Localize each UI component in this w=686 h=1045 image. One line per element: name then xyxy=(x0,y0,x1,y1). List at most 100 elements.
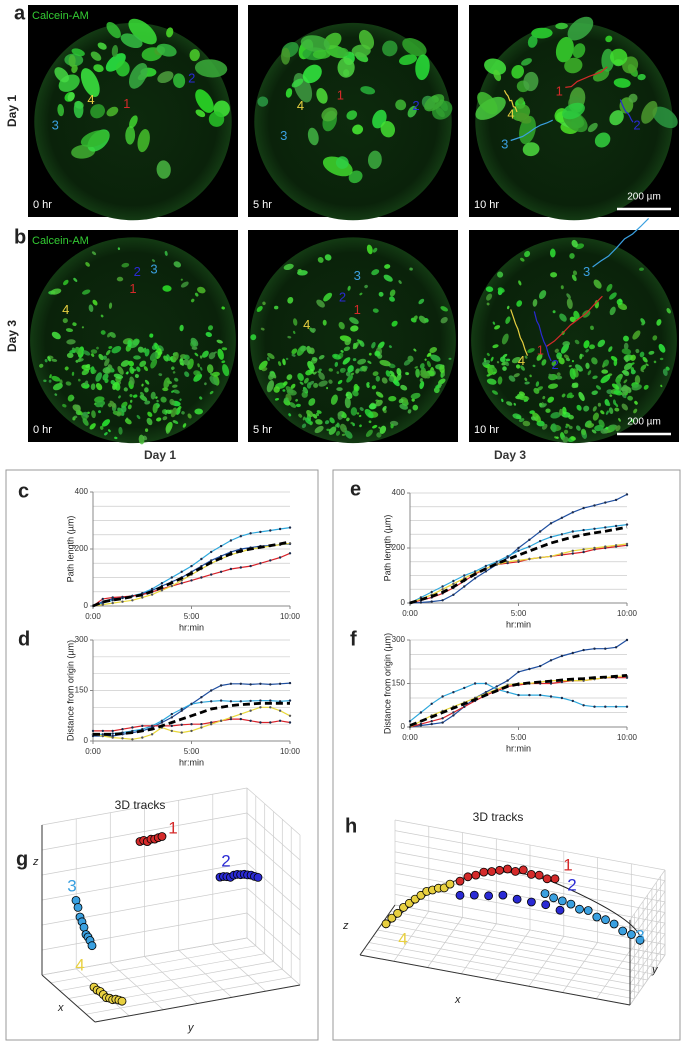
cell xyxy=(102,367,111,374)
data-point xyxy=(593,647,596,650)
track-point xyxy=(511,867,520,876)
data-point xyxy=(101,733,105,736)
cell xyxy=(518,391,526,397)
cell xyxy=(128,63,148,89)
cell xyxy=(551,423,557,433)
cell xyxy=(490,356,494,362)
cell xyxy=(616,298,623,306)
cell xyxy=(317,256,324,263)
cell xyxy=(515,364,521,369)
cell-track xyxy=(510,119,553,142)
data-point xyxy=(111,732,114,735)
cell xyxy=(160,396,167,403)
cell xyxy=(143,366,149,372)
track-point xyxy=(592,912,602,922)
cell xyxy=(501,333,509,345)
cell xyxy=(520,257,525,262)
cell xyxy=(299,381,304,385)
cell xyxy=(497,376,503,385)
cell xyxy=(268,372,275,380)
cell xyxy=(568,425,573,430)
cell xyxy=(149,351,158,361)
cell xyxy=(151,259,156,263)
cell xyxy=(360,86,376,95)
panel-frame xyxy=(5,469,319,1041)
cell xyxy=(206,364,214,374)
data-point xyxy=(288,714,292,717)
data-point xyxy=(539,664,542,668)
plot-box-line xyxy=(381,923,652,975)
plot-box-line xyxy=(246,937,301,986)
cell xyxy=(359,424,362,428)
cell xyxy=(73,415,78,419)
cell xyxy=(344,396,351,409)
cell xyxy=(407,409,412,414)
cell xyxy=(383,274,393,282)
cell xyxy=(67,92,75,102)
cell xyxy=(502,353,508,358)
cell xyxy=(420,369,431,379)
cell xyxy=(609,394,613,397)
data-point xyxy=(614,705,618,708)
cell xyxy=(318,380,328,387)
track-point xyxy=(479,867,489,877)
data-point xyxy=(210,559,213,562)
data-point xyxy=(239,535,242,538)
data-point xyxy=(249,709,252,712)
cell xyxy=(660,384,663,388)
cell xyxy=(578,391,585,402)
cell xyxy=(288,413,292,417)
cell xyxy=(286,374,293,380)
cell xyxy=(328,368,333,372)
cell xyxy=(593,279,602,289)
cell xyxy=(71,371,75,376)
cell xyxy=(204,382,207,386)
cell xyxy=(108,429,111,433)
cell xyxy=(522,420,531,427)
data-point xyxy=(549,535,553,539)
cell xyxy=(162,387,169,392)
x-axis-label: hr:min xyxy=(179,757,204,767)
cell xyxy=(511,356,521,364)
cell xyxy=(267,352,275,360)
cell xyxy=(494,325,501,330)
data-point xyxy=(582,528,585,532)
data-point xyxy=(200,701,203,704)
data-point xyxy=(419,601,423,604)
cell xyxy=(561,393,566,398)
cell xyxy=(144,428,149,432)
cell xyxy=(524,381,530,385)
data-point xyxy=(269,721,272,724)
cell xyxy=(381,377,388,384)
cell xyxy=(170,407,178,418)
track-point xyxy=(79,922,89,932)
cell xyxy=(335,156,349,169)
cell xyxy=(221,306,225,310)
cell xyxy=(502,366,507,371)
cell-track xyxy=(565,66,608,88)
panel-letter: h xyxy=(345,815,357,837)
cell xyxy=(82,411,88,417)
cell xyxy=(486,378,497,385)
plot-box-line xyxy=(377,929,648,981)
cell xyxy=(587,122,598,133)
cell xyxy=(600,374,611,384)
cell xyxy=(571,274,577,282)
axis-label: y xyxy=(187,1022,195,1034)
cell xyxy=(523,71,539,92)
cell xyxy=(287,335,292,339)
cell xyxy=(606,283,613,292)
cell xyxy=(82,289,91,295)
cell xyxy=(84,380,89,386)
cell xyxy=(357,358,367,365)
cell xyxy=(81,383,84,387)
cell xyxy=(413,348,417,352)
cell xyxy=(306,410,314,417)
data-point xyxy=(190,723,193,726)
cell xyxy=(586,423,595,429)
track-point xyxy=(627,930,636,939)
cell xyxy=(384,264,391,269)
cell xyxy=(358,414,362,418)
cell xyxy=(364,284,368,289)
cell xyxy=(156,399,159,403)
